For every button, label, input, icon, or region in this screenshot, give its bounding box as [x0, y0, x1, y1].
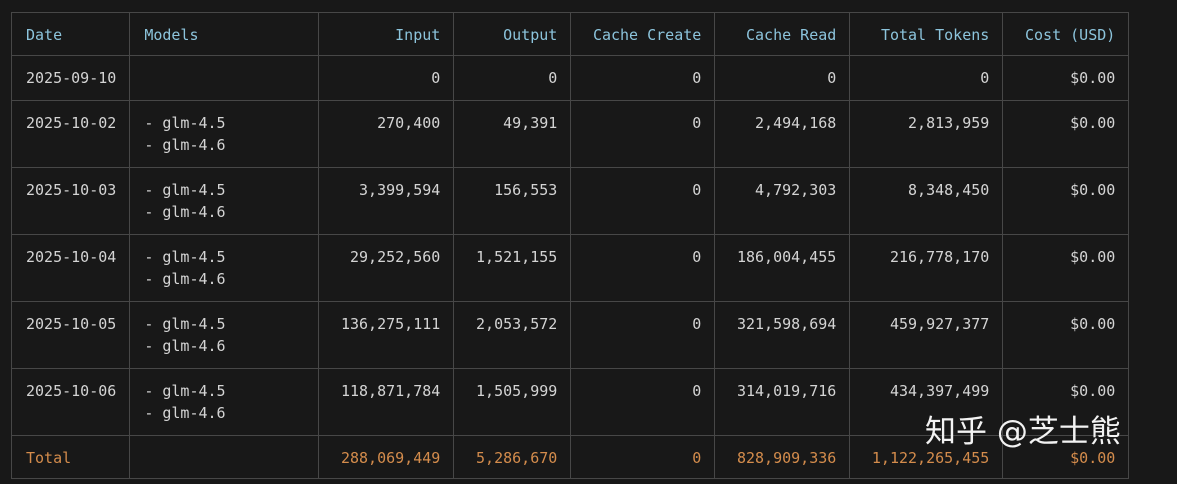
- header-cell: Cost (USD): [1002, 12, 1130, 56]
- value-cell: 1,122,265,455: [849, 435, 1004, 479]
- header-cell: Cache Create: [570, 12, 716, 56]
- value-cell: $0.00: [1002, 167, 1130, 235]
- value-cell: 186,004,455: [714, 234, 851, 302]
- value-cell: 459,927,377: [849, 301, 1004, 369]
- value-cell: 270,400: [318, 100, 455, 168]
- value-cell: 2,053,572: [453, 301, 572, 369]
- date-cell: 2025-10-06: [10, 368, 131, 436]
- value-cell: 321,598,694: [714, 301, 851, 369]
- value-cell: 156,553: [453, 167, 572, 235]
- header-cell: Cache Read: [714, 12, 851, 56]
- value-cell: 2,494,168: [714, 100, 851, 168]
- model-name: - glm-4.6: [144, 404, 226, 422]
- value-cell: 0: [570, 100, 716, 168]
- value-cell: $0.00: [1002, 234, 1130, 302]
- model-name: - glm-4.5: [144, 114, 226, 132]
- date-cell: 2025-10-03: [10, 167, 131, 235]
- total-row: Total 288,069,449 5,286,670 0 828,909,336 1,1…: [10, 435, 1130, 479]
- header-row: Date Models Input Output Cache Create Cache R…: [10, 12, 1130, 56]
- value-cell: 0: [318, 55, 455, 101]
- value-cell: $0.00: [1002, 435, 1130, 479]
- model-name: - glm-4.5: [144, 248, 226, 266]
- header-cell: Models: [129, 12, 320, 56]
- models-cell: - glm-4.5 - glm-4.6: [129, 100, 320, 168]
- value-cell: 288,069,449: [318, 435, 455, 479]
- model-name: - glm-4.5: [144, 315, 226, 333]
- body-row: 2025-10-02 - glm-4.5 - glm-4.6 270,400 49,39…: [10, 100, 1130, 168]
- value-cell: 29,252,560: [318, 234, 455, 302]
- value-cell: 1,505,999: [453, 368, 572, 436]
- date-cell: 2025-09-10: [10, 55, 131, 101]
- usage-table: Date Models Input Output Cache Create Cache R…: [10, 12, 1130, 479]
- value-cell: 0: [570, 301, 716, 369]
- value-cell: 314,019,716: [714, 368, 851, 436]
- value-cell: 136,275,111: [318, 301, 455, 369]
- date-cell: 2025-10-02: [10, 100, 131, 168]
- value-cell: 0: [570, 55, 716, 101]
- value-cell: 0: [714, 55, 851, 101]
- models-cell: [129, 435, 320, 479]
- models-cell: [129, 55, 320, 101]
- value-cell: 2,813,959: [849, 100, 1004, 168]
- body-row: 2025-10-06 - glm-4.5 - glm-4.6 118,871,784 1…: [10, 368, 1130, 436]
- value-cell: 216,778,170: [849, 234, 1004, 302]
- value-cell: $0.00: [1002, 100, 1130, 168]
- models-cell: - glm-4.5 - glm-4.6: [129, 167, 320, 235]
- value-cell: 4,792,303: [714, 167, 851, 235]
- value-cell: $0.00: [1002, 55, 1130, 101]
- value-cell: 828,909,336: [714, 435, 851, 479]
- header-cell: Input: [318, 12, 455, 56]
- header-cell: Output: [453, 12, 572, 56]
- body-row: 2025-10-04 - glm-4.5 - glm-4.6 29,252,560 1,…: [10, 234, 1130, 302]
- value-cell: 0: [570, 234, 716, 302]
- model-name: - glm-4.6: [144, 337, 226, 355]
- value-cell: $0.00: [1002, 368, 1130, 436]
- body-row: 2025-10-05 - glm-4.5 - glm-4.6 136,275,111 2…: [10, 301, 1130, 369]
- value-cell: 0: [453, 55, 572, 101]
- body-row: 2025-10-03 - glm-4.5 - glm-4.6 3,399,594 156…: [10, 167, 1130, 235]
- value-cell: $0.00: [1002, 301, 1130, 369]
- body-row: 2025-09-10 0 0 0 0 0 $0.00: [10, 55, 1130, 101]
- models-cell: - glm-4.5 - glm-4.6: [129, 234, 320, 302]
- value-cell: 118,871,784: [318, 368, 455, 436]
- model-name: - glm-4.6: [144, 203, 226, 221]
- models-cell: - glm-4.5 - glm-4.6: [129, 301, 320, 369]
- watermark: 知乎 @芝士熊: [925, 414, 1121, 450]
- value-cell: 0: [570, 435, 716, 479]
- value-cell: 8,348,450: [849, 167, 1004, 235]
- header-cell: Date: [10, 12, 131, 56]
- model-name: - glm-4.6: [144, 136, 226, 154]
- model-name: - glm-4.5: [144, 382, 226, 400]
- models-cell: - glm-4.5 - glm-4.6: [129, 368, 320, 436]
- model-name: - glm-4.6: [144, 270, 226, 288]
- value-cell: 0: [570, 167, 716, 235]
- date-cell: Total: [10, 435, 131, 479]
- value-cell: 1,521,155: [453, 234, 572, 302]
- model-name: - glm-4.5: [144, 181, 226, 199]
- value-cell: 49,391: [453, 100, 572, 168]
- value-cell: 3,399,594: [318, 167, 455, 235]
- date-cell: 2025-10-05: [10, 301, 131, 369]
- date-cell: 2025-10-04: [10, 234, 131, 302]
- value-cell: 0: [570, 368, 716, 436]
- value-cell: 0: [849, 55, 1004, 101]
- value-cell: 5,286,670: [453, 435, 572, 479]
- header-cell: Total Tokens: [849, 12, 1004, 56]
